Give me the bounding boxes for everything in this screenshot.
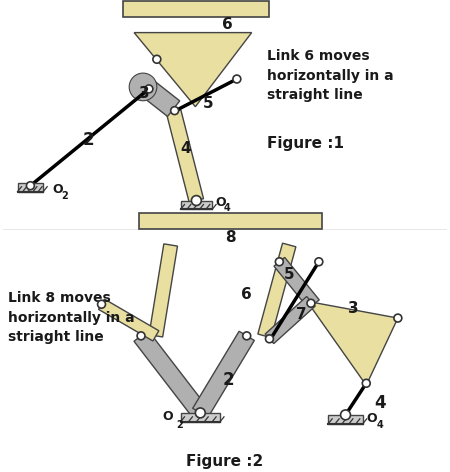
Polygon shape [149, 244, 177, 337]
Text: 7: 7 [296, 307, 306, 321]
Circle shape [145, 85, 153, 93]
Circle shape [266, 335, 274, 343]
Text: 3: 3 [348, 301, 359, 316]
Circle shape [129, 73, 157, 101]
Text: 3: 3 [139, 86, 149, 101]
Bar [328, 415, 363, 424]
Text: 2: 2 [61, 191, 68, 201]
Text: 2: 2 [222, 371, 234, 389]
Polygon shape [99, 299, 159, 341]
Text: 4: 4 [180, 141, 191, 156]
Circle shape [137, 332, 145, 340]
Text: Link 8 moves
horizontally in a
striaght line: Link 8 moves horizontally in a striaght … [8, 291, 134, 345]
Circle shape [233, 75, 241, 83]
Text: 2: 2 [83, 131, 94, 149]
Circle shape [341, 410, 351, 420]
Polygon shape [265, 296, 315, 344]
Text: 6: 6 [221, 17, 232, 32]
Text: 8: 8 [225, 229, 235, 244]
Bar [18, 183, 43, 192]
Circle shape [362, 379, 370, 387]
Circle shape [315, 258, 323, 266]
Polygon shape [134, 33, 252, 107]
Text: Figure :1: Figure :1 [267, 136, 345, 152]
Text: 5: 5 [284, 267, 294, 282]
Circle shape [153, 55, 161, 63]
Polygon shape [134, 330, 207, 418]
Circle shape [243, 332, 251, 340]
Polygon shape [274, 257, 319, 309]
Circle shape [195, 408, 205, 418]
Text: O: O [215, 196, 226, 209]
Circle shape [307, 299, 315, 307]
Text: O: O [366, 413, 377, 425]
Text: 2: 2 [176, 420, 183, 430]
Text: 4: 4 [376, 420, 383, 430]
Circle shape [275, 258, 284, 266]
Polygon shape [166, 110, 203, 202]
Bar [180, 413, 220, 422]
Circle shape [27, 182, 34, 190]
Polygon shape [140, 79, 180, 117]
Text: 6: 6 [241, 287, 252, 302]
Circle shape [171, 107, 179, 115]
Text: 4: 4 [374, 394, 386, 412]
Text: Link 6 moves
horizontally in a
straight line: Link 6 moves horizontally in a straight … [267, 50, 394, 102]
Text: 5: 5 [203, 96, 213, 111]
Bar [139, 213, 322, 229]
Bar [123, 1, 270, 17]
Text: O: O [162, 410, 173, 423]
Text: Figure :2: Figure :2 [186, 455, 264, 469]
Circle shape [191, 195, 201, 205]
Circle shape [394, 314, 402, 322]
Text: O: O [52, 183, 63, 196]
Circle shape [98, 300, 105, 308]
Bar [180, 201, 212, 210]
Polygon shape [258, 243, 296, 337]
Polygon shape [307, 301, 398, 385]
Text: 4: 4 [224, 203, 231, 213]
Polygon shape [193, 331, 254, 418]
